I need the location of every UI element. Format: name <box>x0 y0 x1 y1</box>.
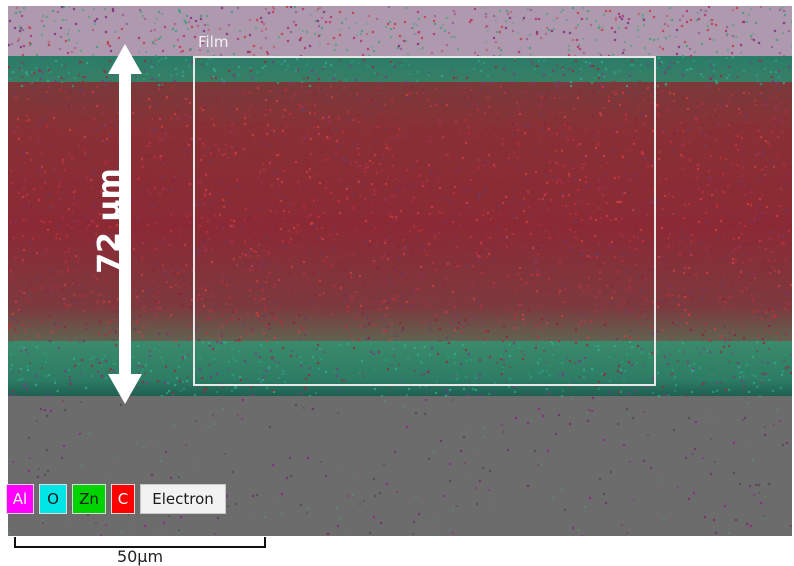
film-region-box <box>193 56 656 386</box>
scale-bar <box>14 537 266 548</box>
pixel-noise <box>8 6 792 536</box>
eds-map-image: Film 72 μm <box>8 6 792 536</box>
legend-o[interactable]: O <box>39 484 67 514</box>
legend-c[interactable]: C <box>111 484 135 514</box>
scale-bar-label: 50μm <box>116 547 164 566</box>
legend-zn[interactable]: Zn <box>72 484 106 514</box>
film-region-label: Film <box>198 33 229 51</box>
element-legend: Al O Zn C Electron <box>6 484 226 514</box>
legend-al[interactable]: Al <box>6 484 34 514</box>
legend-electron[interactable]: Electron <box>140 484 226 514</box>
double-arrow-icon <box>108 44 142 404</box>
thickness-label: 72 μm <box>92 168 127 274</box>
